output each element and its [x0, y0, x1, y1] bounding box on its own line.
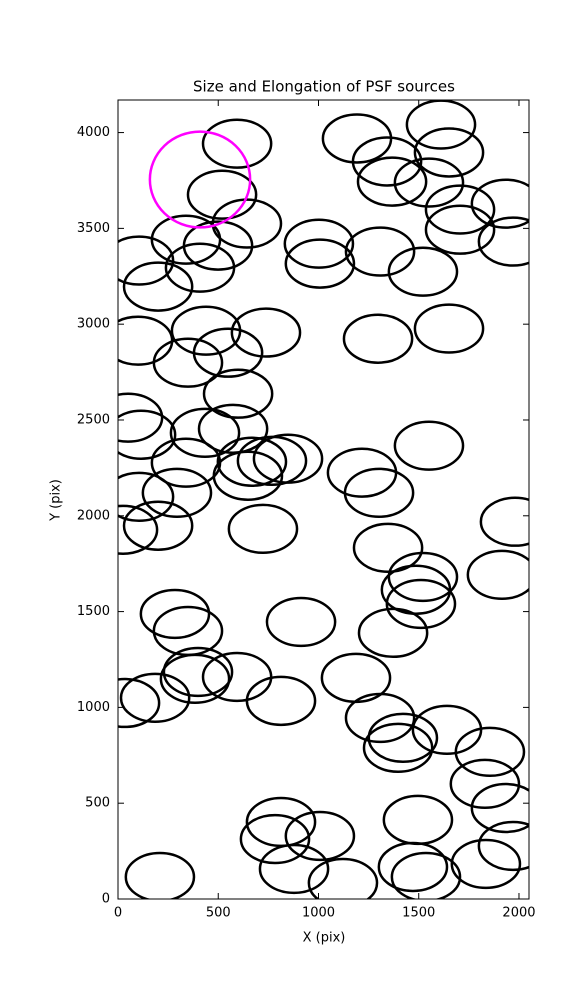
- source-ellipse: [122, 261, 194, 312]
- y-tick-label: 500: [85, 796, 110, 811]
- y-tick-label: 4000: [77, 125, 110, 140]
- source-ellipse: [479, 496, 529, 547]
- source-ellipse: [393, 157, 465, 208]
- source-ellipse: [387, 246, 459, 297]
- source-ellipse: [150, 214, 222, 265]
- source-ellipse: [357, 607, 429, 659]
- source-ellipse: [239, 813, 311, 865]
- source-ellipse: [162, 646, 234, 698]
- source-ellipse: [118, 409, 177, 460]
- source-ellipse: [352, 522, 424, 573]
- source-ellipse: [466, 549, 529, 600]
- y-tick-label: 2500: [77, 412, 110, 427]
- x-tick-label: 1000: [302, 906, 335, 921]
- source-ellipse: [186, 169, 258, 220]
- source-ellipse: [192, 327, 264, 378]
- source-ellipse: [283, 218, 355, 269]
- source-ellipse: [119, 672, 191, 724]
- source-ellipse: [245, 675, 317, 727]
- source-ellipse: [152, 337, 224, 388]
- source-ellipse: [118, 235, 175, 286]
- source-ellipse: [344, 226, 416, 277]
- source-ellipse: [216, 436, 288, 487]
- source-ellipse: [413, 303, 485, 354]
- source-ellipse: [164, 242, 236, 293]
- source-ellipse: [124, 851, 196, 899]
- source-ellipse: [118, 677, 161, 729]
- y-tick-label: 3000: [77, 317, 110, 332]
- y-tick-label: 2000: [77, 508, 110, 523]
- source-ellipse: [424, 204, 496, 255]
- source-ellipse: [390, 851, 462, 899]
- source-ellipse: [122, 500, 194, 551]
- x-tick-label: 500: [206, 906, 231, 921]
- source-ellipse: [385, 578, 457, 630]
- source-ellipse: [424, 184, 496, 235]
- source-ellipse: [351, 136, 423, 187]
- y-tick-label: 3500: [77, 221, 110, 236]
- y-tick-label: 1000: [77, 700, 110, 715]
- source-ellipse: [118, 471, 175, 523]
- source-ellipse: [159, 653, 231, 705]
- source-ellipse: [449, 758, 521, 810]
- chart-title: Size and Elongation of PSF sources: [193, 78, 455, 96]
- source-ellipse: [118, 504, 159, 555]
- y-tick-label: 0: [102, 892, 110, 907]
- source-ellipse: [284, 810, 356, 862]
- source-ellipse: [344, 692, 416, 744]
- source-ellipse: [252, 433, 324, 484]
- source-ellipse: [450, 838, 522, 890]
- source-ellipse: [470, 782, 529, 834]
- source-ellipse: [150, 437, 222, 488]
- y-axis-label: Y (pix): [49, 479, 64, 522]
- source-ellipse: [477, 216, 529, 267]
- source-ellipse: [356, 156, 428, 207]
- source-ellipse: [265, 596, 337, 648]
- source-ellipse: [367, 712, 439, 764]
- source-ellipse: [258, 843, 330, 895]
- source-ellipse: [307, 857, 379, 899]
- source-ellipse: [227, 503, 299, 555]
- x-tick-label: 1500: [402, 906, 435, 921]
- source-ellipse: [169, 407, 241, 459]
- source-ellipse: [197, 403, 269, 454]
- source-ellipse: [342, 313, 414, 364]
- x-tick-label: 2000: [502, 906, 535, 921]
- source-ellipse: [230, 307, 302, 358]
- source-ellipse: [405, 100, 477, 150]
- plot-area: [118, 100, 529, 899]
- source-ellipse: [201, 118, 273, 169]
- source-ellipse: [387, 551, 459, 603]
- source-ellipse: [284, 238, 356, 289]
- y-tick-label: 1500: [77, 604, 110, 619]
- source-ellipse: [454, 726, 526, 778]
- source-ellipse: [139, 588, 211, 640]
- source-ellipse: [362, 722, 434, 774]
- source-ellipse: [343, 467, 415, 518]
- source-ellipse: [118, 392, 164, 443]
- source-ellipse: [148, 130, 252, 229]
- source-ellipse: [141, 467, 213, 518]
- source-ellipse: [202, 368, 274, 419]
- source-ellipse: [377, 841, 449, 893]
- x-tick-label: 0: [114, 906, 122, 921]
- source-ellipse: [470, 178, 529, 229]
- source-ellipse: [477, 820, 529, 872]
- plot-frame: [117, 99, 530, 900]
- source-ellipse: [413, 127, 485, 178]
- source-ellipse: [393, 420, 465, 471]
- x-axis-label: X (pix): [303, 931, 346, 946]
